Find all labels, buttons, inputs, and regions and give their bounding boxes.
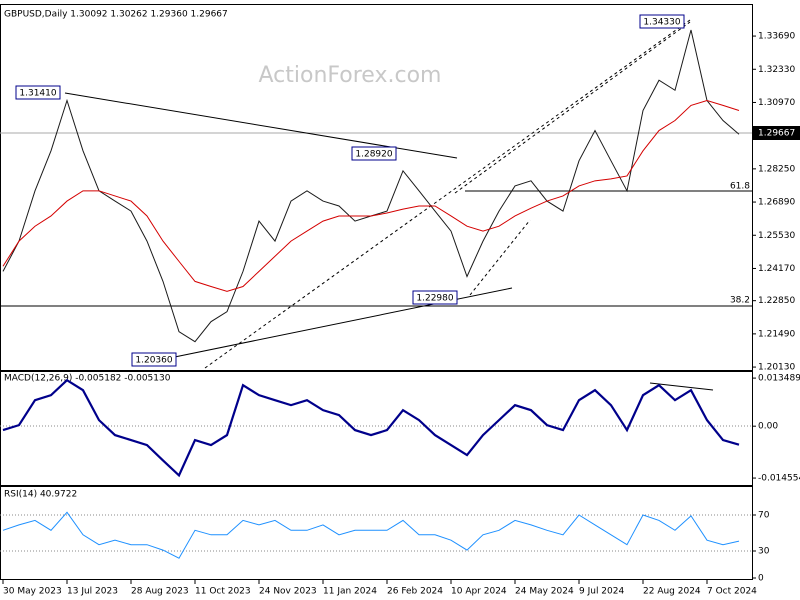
panel-title: GBPUSD,Daily 1.30092 1.30262 1.29360 1.2…: [4, 10, 228, 20]
y-tick-label: 1.32330: [758, 65, 795, 75]
y-tick-label: 1.25530: [758, 231, 795, 241]
current-price: 1.29667: [758, 129, 795, 139]
level-label: 1.31410: [19, 89, 56, 99]
x-tick-label: 24 May 2024: [515, 587, 574, 597]
y-tick-label: -0.014554: [758, 474, 800, 484]
macd-frame: [0, 371, 753, 486]
x-tick-label: 22 Aug 2024: [643, 587, 701, 597]
y-tick-label: 0.00: [758, 422, 778, 432]
y-tick-label: 0: [758, 574, 764, 584]
x-tick-label: 11 Jan 2024: [323, 587, 377, 597]
label-box: [412, 290, 458, 305]
y-tick-label: 1.30970: [758, 98, 795, 108]
panel-title: RSI(14) 40.9722: [4, 490, 77, 500]
watermark: ActionForex.com: [259, 63, 442, 88]
panel-title: MACD(12,26,9) -0.005182 -0.005130: [4, 374, 171, 384]
fib-label: 38.2: [730, 296, 750, 306]
price-box: [753, 126, 800, 140]
x-tick-label: 13 Jul 2023: [67, 587, 118, 597]
level-label: 1.20360: [135, 356, 172, 366]
rsi-frame: [0, 486, 753, 580]
y-tick-label: 1.24170: [758, 264, 795, 274]
x-tick-label: 28 Aug 2023: [131, 587, 189, 597]
label-box: [351, 146, 397, 161]
price-frame: [0, 4, 753, 371]
x-tick-label: 30 May 2023: [3, 587, 62, 597]
label-box: [131, 352, 177, 367]
y-tick-label: 1.21490: [758, 329, 795, 339]
series-line: [2, 511, 740, 559]
level-label: 1.34330: [643, 18, 680, 28]
level-label: 1.28920: [355, 150, 392, 160]
label-box: [639, 14, 685, 29]
y-tick-label: 1.26890: [758, 198, 795, 208]
y-tick-label: 1.28250: [758, 164, 795, 174]
divergence-line: [649, 382, 714, 391]
x-tick-label: 7 Oct 2024: [707, 587, 757, 597]
y-tick-label: 1.33690: [758, 32, 795, 42]
x-tick-label: 26 Feb 2024: [387, 587, 443, 597]
channel-line: [469, 219, 531, 296]
y-tick-label: 1.22850: [758, 296, 795, 306]
x-tick-label: 24 Nov 2023: [259, 587, 317, 597]
y-tick-label: 1.20130: [758, 363, 795, 373]
channel-line: [454, 21, 691, 194]
fib-label: 61.8: [730, 182, 750, 192]
y-tick-label: 0.013489: [758, 374, 800, 384]
x-tick-label: 9 Jul 2024: [579, 587, 624, 597]
label-box: [15, 85, 61, 100]
x-tick-label: 10 Apr 2024: [451, 587, 507, 597]
y-tick-label: 70: [758, 511, 770, 521]
series-line: [2, 378, 740, 478]
x-tick-label: 11 Oct 2023: [195, 587, 251, 597]
series-line: [2, 99, 740, 292]
level-label: 1.22980: [416, 294, 453, 304]
y-tick-label: 30: [758, 547, 770, 557]
